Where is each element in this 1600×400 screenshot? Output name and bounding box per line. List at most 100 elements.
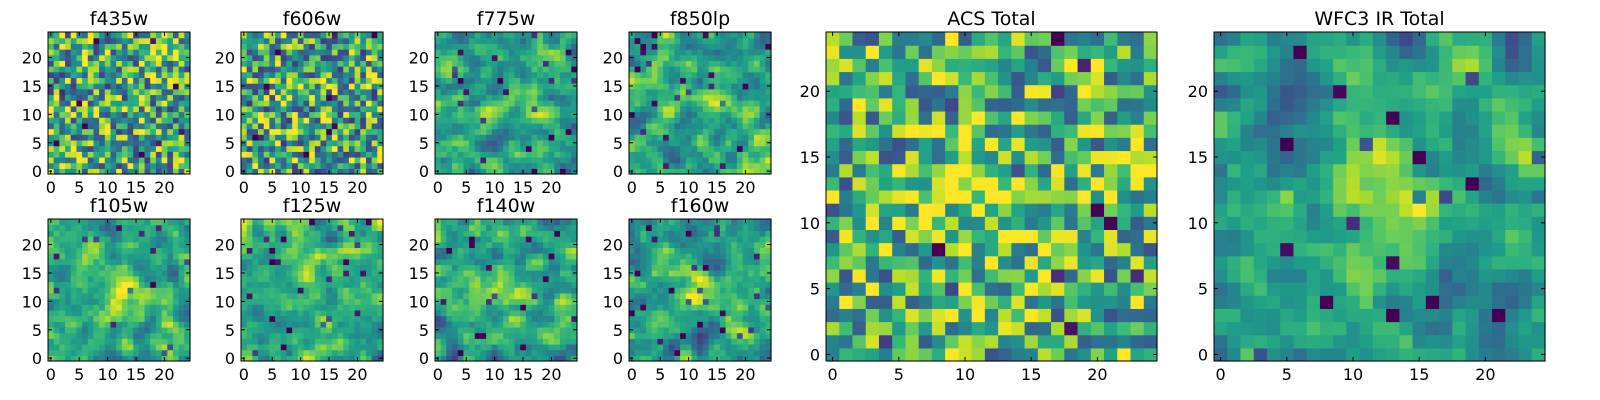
heatmap-cell — [452, 343, 459, 351]
heatmap-cell — [629, 49, 636, 56]
heatmap-cell — [371, 83, 378, 90]
heatmap-cell — [365, 168, 373, 175]
heatmap-cell — [571, 117, 578, 124]
heatmap-cell — [65, 139, 72, 147]
heatmap-cell — [303, 275, 310, 283]
heatmap-cell — [280, 37, 288, 44]
heatmap-cell — [486, 156, 493, 164]
heatmap-cell — [674, 270, 681, 277]
heatmap-cell — [646, 343, 653, 351]
heatmap-cell — [138, 258, 146, 266]
heatmap-cell — [531, 156, 538, 164]
heatmap-cell — [646, 66, 653, 73]
heatmap-cell — [680, 49, 687, 56]
heatmap-cell — [93, 71, 100, 79]
heatmap-cell — [469, 43, 476, 50]
heatmap-cell — [354, 117, 361, 124]
heatmap-cell — [508, 83, 516, 90]
heatmap-cell — [508, 128, 516, 135]
heatmap-cell — [263, 338, 270, 345]
heatmap-cell — [525, 162, 533, 169]
heatmap-cell — [542, 309, 550, 317]
heatmap-cell — [348, 83, 356, 90]
heatmap-cell — [486, 264, 493, 271]
heatmap-cell — [537, 281, 544, 288]
heatmap-cell — [320, 43, 327, 50]
heatmap-cell — [542, 247, 550, 254]
heatmap-cell — [99, 66, 106, 73]
heatmap-cell — [719, 71, 727, 79]
heatmap-cell — [93, 54, 100, 61]
heatmap-cell — [629, 338, 636, 345]
heatmap-cell — [314, 304, 322, 311]
heatmap-cell — [172, 321, 180, 328]
heatmap-cell — [457, 349, 464, 356]
heatmap-cell — [571, 349, 578, 356]
heatmap-cell — [520, 122, 527, 130]
heatmap-cell — [753, 128, 761, 135]
heatmap-cell — [155, 37, 163, 44]
heatmap-cell — [172, 151, 180, 158]
heatmap-cell — [452, 162, 459, 169]
heatmap-cell — [714, 111, 721, 118]
heatmap-cell — [121, 145, 129, 152]
heatmap-cell — [480, 247, 487, 254]
heatmap-cell — [48, 332, 55, 339]
heatmap-cell — [377, 258, 384, 266]
heatmap-cell — [297, 224, 305, 231]
heatmap-cell — [371, 304, 378, 311]
heatmap-cell — [446, 321, 453, 328]
heatmap-cell — [292, 241, 299, 248]
heatmap-cell — [748, 32, 755, 39]
heatmap-cell — [360, 77, 367, 84]
heatmap-cell — [360, 298, 367, 305]
y-tick-label: 20 — [409, 236, 429, 255]
heatmap-cell — [674, 298, 681, 305]
heatmap-cell — [70, 49, 77, 56]
y-tick-label: 15 — [215, 264, 235, 283]
heatmap-cell — [144, 355, 151, 362]
heatmap-cell — [172, 94, 180, 101]
heatmap-cell — [59, 156, 66, 164]
heatmap-cell — [269, 236, 276, 243]
heatmap-cell — [463, 49, 470, 56]
heatmap-cell — [263, 117, 270, 124]
panel-title: f435w — [90, 8, 149, 30]
heatmap-cell — [320, 326, 327, 334]
heatmap-cell — [246, 100, 253, 107]
heatmap-cell — [99, 241, 106, 248]
heatmap-cell — [161, 292, 168, 300]
heatmap-cell — [246, 332, 253, 339]
heatmap-cell — [765, 287, 772, 294]
heatmap-cell — [446, 100, 453, 107]
heatmap-cell — [452, 77, 459, 84]
heatmap-cell — [246, 168, 253, 175]
heatmap-cell — [161, 298, 168, 305]
heatmap-cell — [714, 343, 721, 351]
heatmap-cell — [525, 230, 533, 237]
heatmap-cell — [719, 134, 727, 141]
heatmap-cell — [537, 54, 544, 61]
heatmap-cell — [674, 32, 681, 39]
heatmap-cell — [144, 321, 151, 328]
heatmap-cell — [286, 281, 293, 288]
heatmap-cell — [554, 60, 561, 67]
heatmap-cell — [303, 292, 310, 300]
heatmap-cell — [542, 287, 550, 294]
heatmap-cell — [719, 156, 727, 164]
heatmap-cell — [82, 66, 89, 73]
heatmap-cell — [753, 304, 761, 311]
heatmap-cell — [736, 94, 744, 101]
heatmap-cell — [138, 128, 146, 135]
heatmap-cell — [463, 88, 470, 96]
heatmap-cell — [65, 281, 72, 288]
heatmap-cell — [59, 88, 66, 96]
heatmap-cell — [748, 292, 755, 300]
heatmap-cell — [82, 287, 89, 294]
heatmap-cell — [457, 88, 464, 96]
heatmap-cell — [480, 156, 487, 164]
heatmap-cell — [548, 156, 555, 164]
heatmap-cell — [486, 145, 493, 152]
heatmap-cell — [634, 349, 641, 356]
